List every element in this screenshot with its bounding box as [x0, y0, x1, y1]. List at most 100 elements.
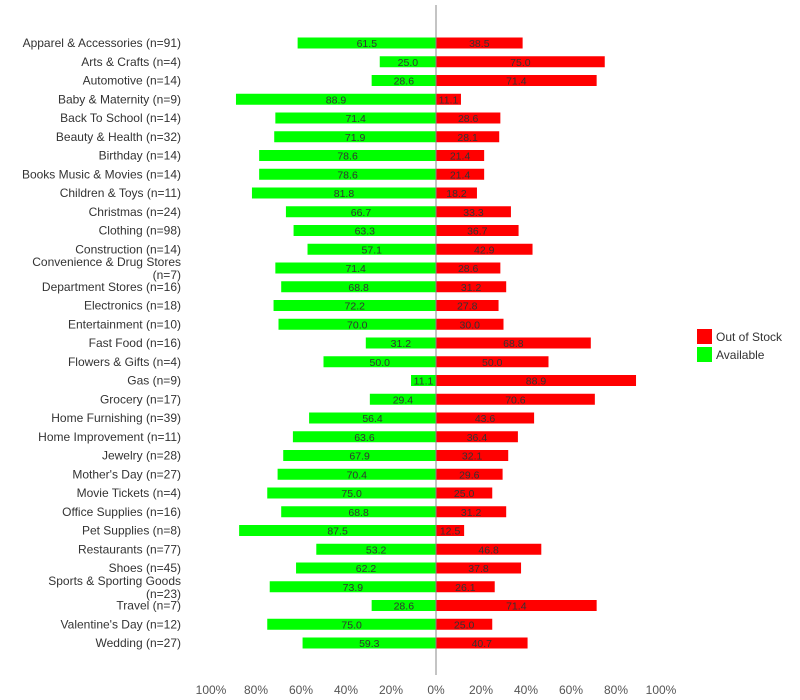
category-label: Jewelry (n=28)	[102, 449, 181, 463]
bar-value-label-available: 71.9	[345, 132, 366, 144]
bar-available	[267, 618, 436, 630]
category-label: Home Furnishing (n=39)	[51, 411, 181, 425]
category-label: Electronics (n=18)	[84, 299, 181, 313]
bar-value-label-out-of-stock: 21.4	[450, 169, 471, 181]
bar-available	[273, 300, 436, 311]
category-label: Pet Supplies (n=8)	[82, 524, 181, 538]
bar-value-label-out-of-stock: 27.8	[457, 301, 478, 313]
category-label: Wedding (n=27)	[96, 636, 182, 650]
bar-value-label-available: 75.0	[341, 488, 362, 500]
legend: Out of Stock Available	[697, 329, 783, 362]
bar-value-label-out-of-stock: 42.9	[474, 244, 495, 256]
bar-available	[309, 412, 436, 424]
bar-value-label-out-of-stock: 28.6	[458, 113, 479, 125]
bar-available	[275, 262, 436, 274]
bar-out-of-stock	[436, 506, 507, 518]
category-label: Baby & Maternity (n=9)	[58, 92, 181, 106]
category-label: Movie Tickets (n=4)	[77, 486, 181, 500]
bar-available	[269, 581, 436, 593]
bar-value-label-available: 67.9	[349, 451, 370, 463]
bar-out-of-stock	[436, 393, 595, 405]
bar-value-label-out-of-stock: 31.2	[461, 507, 482, 519]
bar-available	[293, 225, 436, 236]
bar-available	[371, 600, 436, 611]
bar-value-label-available: 28.6	[394, 76, 415, 88]
bar-out-of-stock	[436, 187, 477, 199]
category-label: Automotive (n=14)	[83, 74, 181, 88]
bar-value-label-out-of-stock: 18.2	[446, 188, 467, 200]
bar-value-label-available: 75.0	[341, 619, 362, 631]
bar-out-of-stock	[436, 112, 501, 124]
x-tick-label: 80%	[604, 683, 628, 697]
bar-value-label-out-of-stock: 70.6	[505, 394, 526, 406]
bar-out-of-stock	[436, 281, 507, 293]
bar-out-of-stock	[436, 543, 542, 555]
bar-available	[307, 243, 436, 255]
bar-out-of-stock	[436, 37, 523, 49]
category-labels: Apparel & Accessories (n=91) Arts & Craft…	[22, 36, 181, 650]
bar-value-label-available: 29.4	[393, 394, 414, 406]
category-label: Christmas (n=24)	[89, 205, 181, 219]
bar-value-label-out-of-stock: 28.1	[457, 132, 478, 144]
bar-available	[302, 637, 436, 649]
bar-value-label-available: 72.2	[345, 301, 366, 313]
bar-value-label-out-of-stock: 11.1	[439, 94, 459, 106]
bar-value-label-available: 62.2	[356, 563, 377, 575]
legend-label: Available	[716, 348, 765, 362]
bar-value-label-out-of-stock: 37.8	[468, 563, 489, 575]
category-label: Shoes (n=45)	[109, 561, 181, 575]
bar-out-of-stock	[436, 637, 528, 649]
category-label: Back To School (n=14)	[60, 111, 181, 125]
category-label: Sports & Sporting Goods (n=23)	[48, 574, 181, 601]
bar-available	[292, 431, 436, 443]
bar-value-label-available: 71.4	[345, 113, 366, 125]
bar-value-label-out-of-stock: 50.0	[482, 357, 503, 369]
bar-out-of-stock	[436, 600, 597, 611]
category-label: Gas (n=9)	[127, 374, 181, 388]
bar-available	[369, 393, 436, 405]
legend-swatch	[697, 329, 712, 344]
bar-available	[235, 93, 436, 105]
category-label: Beauty & Health (n=32)	[56, 130, 181, 144]
bar-available	[283, 450, 436, 461]
x-tick-label: 20%	[469, 683, 493, 697]
bar-available	[316, 543, 436, 555]
bar-available	[285, 206, 436, 218]
bar-value-label-available: 78.6	[337, 169, 358, 181]
bar-out-of-stock	[436, 375, 637, 386]
bar-available	[323, 356, 436, 368]
category-label: Arts & Crafts (n=4)	[81, 55, 181, 69]
bar-available	[275, 112, 436, 124]
bar-out-of-stock	[436, 300, 499, 311]
bar-value-label-out-of-stock: 26.1	[455, 582, 476, 594]
bar-value-label-out-of-stock: 68.8	[503, 338, 524, 350]
bar-value-label-out-of-stock: 30.0	[460, 319, 481, 331]
bar-value-label-out-of-stock: 28.6	[458, 263, 479, 275]
bar-available	[365, 337, 436, 349]
bars-layer: 61.5 38.5 25.0 75.0 28.6 71.4 88.9 11.1 71.4 28.6…	[235, 37, 637, 650]
bar-available	[281, 506, 436, 518]
category-label: Fast Food (n=16)	[89, 336, 181, 350]
category-label: Department Stores (n=16)	[42, 280, 181, 294]
bar-out-of-stock	[436, 450, 509, 461]
bar-value-label-available: 25.0	[398, 57, 419, 69]
bar-out-of-stock	[436, 468, 503, 480]
x-tick-label: 40%	[334, 683, 358, 697]
bar-value-label-out-of-stock: 36.4	[467, 432, 488, 444]
x-tick-label: 100%	[646, 683, 677, 697]
bar-value-label-out-of-stock: 25.0	[454, 488, 475, 500]
bar-value-label-available: 88.9	[326, 94, 347, 106]
bar-out-of-stock	[436, 131, 500, 143]
bar-value-label-out-of-stock: 88.9	[526, 376, 547, 388]
bar-value-label-available: 70.4	[347, 469, 368, 481]
bar-out-of-stock	[436, 150, 485, 161]
bar-out-of-stock	[436, 525, 465, 536]
category-label: Travel (n=7)	[116, 599, 181, 613]
category-label: Restaurants (n=77)	[78, 542, 181, 556]
category-label: Entertainment (n=10)	[68, 317, 181, 331]
category-label: Apparel & Accessories (n=91)	[23, 36, 181, 50]
bar-out-of-stock	[436, 581, 495, 593]
bar-available	[274, 131, 436, 143]
bar-value-label-out-of-stock: 25.0	[454, 619, 475, 631]
